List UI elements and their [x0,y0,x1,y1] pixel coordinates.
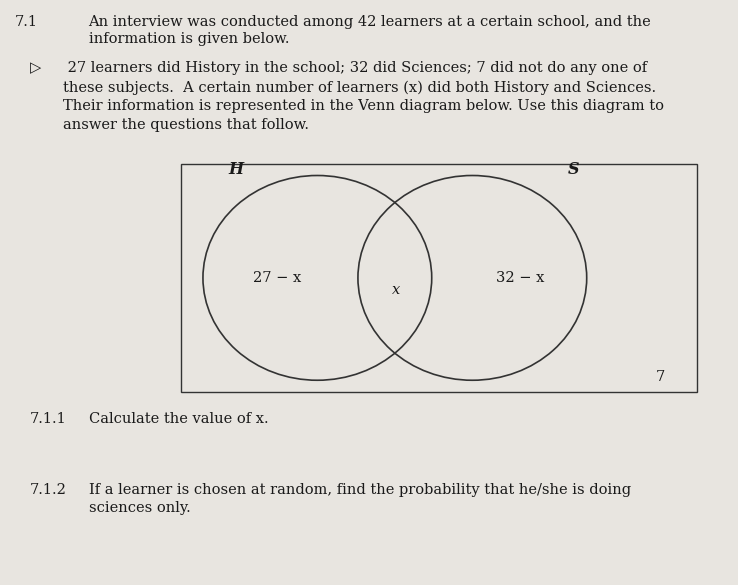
Text: If a learner is chosen at random, find the probability that he/she is doing: If a learner is chosen at random, find t… [89,483,631,497]
Text: An interview was conducted among 42 learners at a certain school, and the: An interview was conducted among 42 lear… [89,15,652,29]
Text: 32 − x: 32 − x [496,271,545,285]
Text: sciences only.: sciences only. [89,501,190,515]
Text: H: H [229,161,244,178]
Text: 27 − x: 27 − x [252,271,301,285]
Text: these subjects.  A certain number of learners (x) did both History and Sciences.: these subjects. A certain number of lear… [63,80,656,95]
Text: 7.1.2: 7.1.2 [30,483,66,497]
Text: answer the questions that follow.: answer the questions that follow. [63,118,308,132]
Text: 27 learners did History in the school; 32 did Sciences; 7 did not do any one of: 27 learners did History in the school; 3… [63,61,646,75]
Text: Their information is represented in the Venn diagram below. Use this diagram to: Their information is represented in the … [63,99,663,113]
Text: 7: 7 [656,370,665,384]
Text: S: S [568,161,580,178]
Text: ▷: ▷ [30,61,41,75]
Text: 7.1: 7.1 [15,15,38,29]
Text: x: x [392,283,401,297]
Text: Calculate the value of x.: Calculate the value of x. [89,412,268,426]
Text: 7.1.1: 7.1.1 [30,412,66,426]
Text: information is given below.: information is given below. [89,32,289,46]
